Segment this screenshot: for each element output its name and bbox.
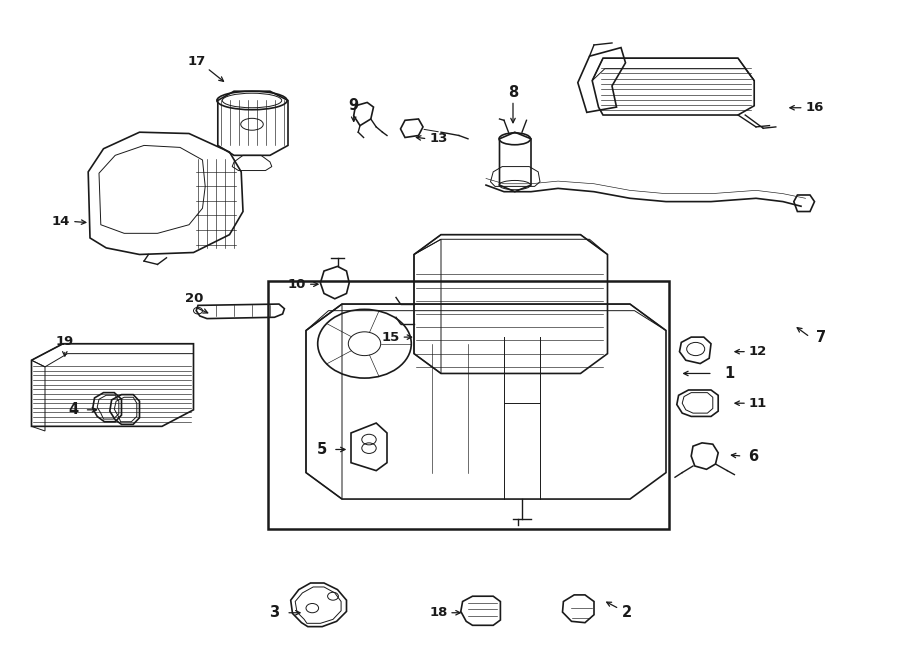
Text: 17: 17	[187, 55, 205, 68]
Text: 4: 4	[68, 403, 79, 417]
Text: 10: 10	[288, 278, 306, 291]
Text: 3: 3	[269, 605, 280, 620]
Bar	[268, 281, 669, 529]
Text: 14: 14	[52, 215, 70, 228]
Text: 2: 2	[622, 605, 633, 620]
Text: 6: 6	[748, 449, 759, 463]
Text: 18: 18	[429, 606, 447, 619]
Text: 13: 13	[429, 132, 447, 145]
Text: 8: 8	[508, 85, 518, 100]
Text: 12: 12	[749, 345, 767, 358]
Text: 20: 20	[185, 292, 203, 305]
Text: 5: 5	[317, 442, 328, 457]
Text: 15: 15	[382, 330, 400, 344]
Text: 1: 1	[724, 366, 734, 381]
Text: 7: 7	[815, 330, 826, 344]
Text: 9: 9	[348, 98, 359, 113]
Text: 16: 16	[806, 101, 824, 114]
Text: 19: 19	[56, 335, 74, 348]
Text: 11: 11	[749, 397, 767, 410]
